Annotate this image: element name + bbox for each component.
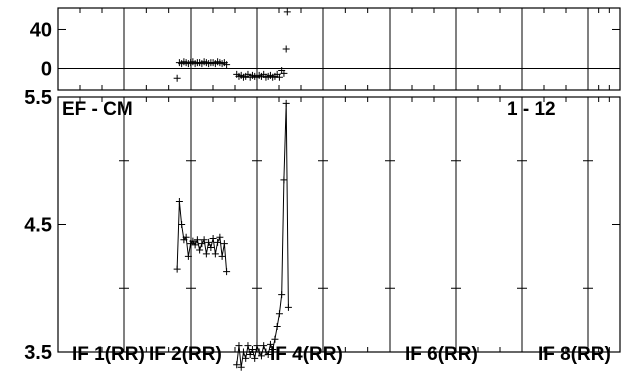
bottom-amplitude-panel: 5.5 4.5 3.5 — [24, 87, 621, 371]
data-point — [216, 233, 224, 241]
data-point — [275, 73, 283, 81]
data-point — [207, 243, 215, 251]
panel-frame — [57, 7, 621, 91]
data-point — [282, 99, 290, 107]
if-label-1: IF 1(RR) — [72, 344, 145, 365]
data-point — [242, 354, 250, 362]
data-point — [235, 342, 243, 350]
data-point — [211, 250, 219, 258]
top-phase-panel: 40 0 — [30, 7, 621, 91]
corner-label-left: EF - CM — [62, 99, 133, 120]
data-point — [202, 250, 210, 258]
panel-frame — [57, 96, 621, 353]
data-point — [251, 354, 259, 362]
if-label-5: IF 8(RR) — [538, 344, 611, 365]
data-point — [255, 348, 263, 356]
data-point — [196, 246, 204, 254]
data-point — [273, 323, 281, 330]
data-point — [205, 238, 213, 246]
y-tick-label: 5.5 — [24, 87, 52, 109]
data-point — [173, 74, 181, 82]
data-point — [182, 233, 190, 241]
data-point — [269, 345, 277, 353]
series-line-2 — [236, 103, 289, 368]
y-tick-label: 4.5 — [24, 215, 52, 237]
data-point — [223, 61, 231, 69]
data-point — [198, 240, 206, 248]
data-point — [244, 342, 252, 350]
data-point — [209, 235, 217, 243]
data-point — [173, 265, 181, 273]
data-point — [233, 361, 241, 369]
data-point — [275, 310, 283, 318]
data-point — [280, 69, 288, 77]
data-point — [278, 291, 286, 299]
data-point — [184, 252, 192, 260]
data-point — [175, 198, 183, 206]
data-point — [218, 252, 226, 260]
data-point — [237, 363, 245, 371]
data-point — [246, 351, 254, 359]
data-point — [189, 237, 197, 245]
data-point — [200, 236, 208, 244]
data-point — [178, 221, 186, 228]
corner-label-right: 1 - 12 — [507, 99, 556, 120]
data-point — [264, 351, 272, 359]
data-point — [282, 45, 290, 53]
data-point — [214, 238, 222, 246]
data-point — [257, 352, 265, 360]
y-tick-label: 3.5 — [24, 342, 52, 364]
data-point — [193, 236, 201, 244]
data-point — [271, 335, 279, 343]
data-point — [284, 303, 292, 311]
series-line-1 — [176, 201, 228, 272]
if-label-3: IF 4(RR) — [270, 344, 343, 365]
data-point — [220, 240, 228, 248]
data-point — [266, 340, 274, 348]
data-point — [223, 268, 231, 276]
data-point — [248, 345, 256, 353]
if-label-2: IF 2(RR) — [149, 344, 222, 365]
data-point — [253, 342, 261, 350]
y-tick-label: 40 — [30, 19, 52, 41]
data-point — [260, 342, 268, 350]
y-tick-label: 0 — [41, 59, 52, 81]
data-point — [283, 8, 291, 16]
data-point — [280, 176, 288, 184]
data-point — [239, 348, 247, 356]
if-label-4: IF 6(RR) — [405, 344, 478, 365]
data-point — [191, 241, 199, 249]
